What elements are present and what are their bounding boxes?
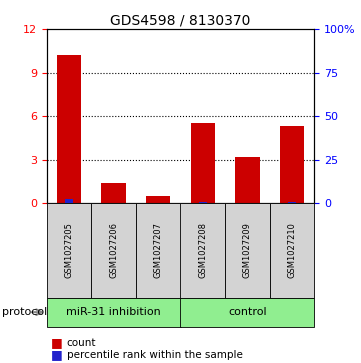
Text: miR-31 inhibition: miR-31 inhibition [66, 307, 161, 317]
Bar [47, 203, 91, 298]
Title: GDS4598 / 8130370: GDS4598 / 8130370 [110, 14, 251, 28]
Text: control: control [228, 307, 266, 317]
Text: GSM1027207: GSM1027207 [154, 223, 163, 278]
Bar [57, 55, 82, 203]
Text: ■: ■ [51, 337, 62, 350]
Bar [91, 203, 136, 298]
Bar [101, 183, 126, 203]
Bar [225, 203, 270, 298]
Bar [279, 126, 304, 203]
Bar [47, 298, 180, 327]
Text: GSM1027210: GSM1027210 [287, 223, 296, 278]
Text: ■: ■ [51, 348, 62, 362]
Bar [235, 157, 260, 203]
Text: percentile rank within the sample: percentile rank within the sample [67, 350, 243, 360]
Text: GSM1027209: GSM1027209 [243, 223, 252, 278]
Text: GSM1027205: GSM1027205 [65, 223, 74, 278]
Bar [288, 202, 296, 203]
Text: GSM1027208: GSM1027208 [198, 223, 207, 278]
Bar [270, 203, 314, 298]
Text: GSM1027206: GSM1027206 [109, 223, 118, 278]
Bar [146, 196, 170, 203]
Bar [180, 298, 314, 327]
Text: count: count [67, 338, 96, 348]
Text: protocol: protocol [2, 307, 47, 317]
Bar [65, 199, 73, 203]
Bar [199, 202, 207, 203]
Bar [191, 123, 215, 203]
Bar [180, 203, 225, 298]
Bar [136, 203, 180, 298]
